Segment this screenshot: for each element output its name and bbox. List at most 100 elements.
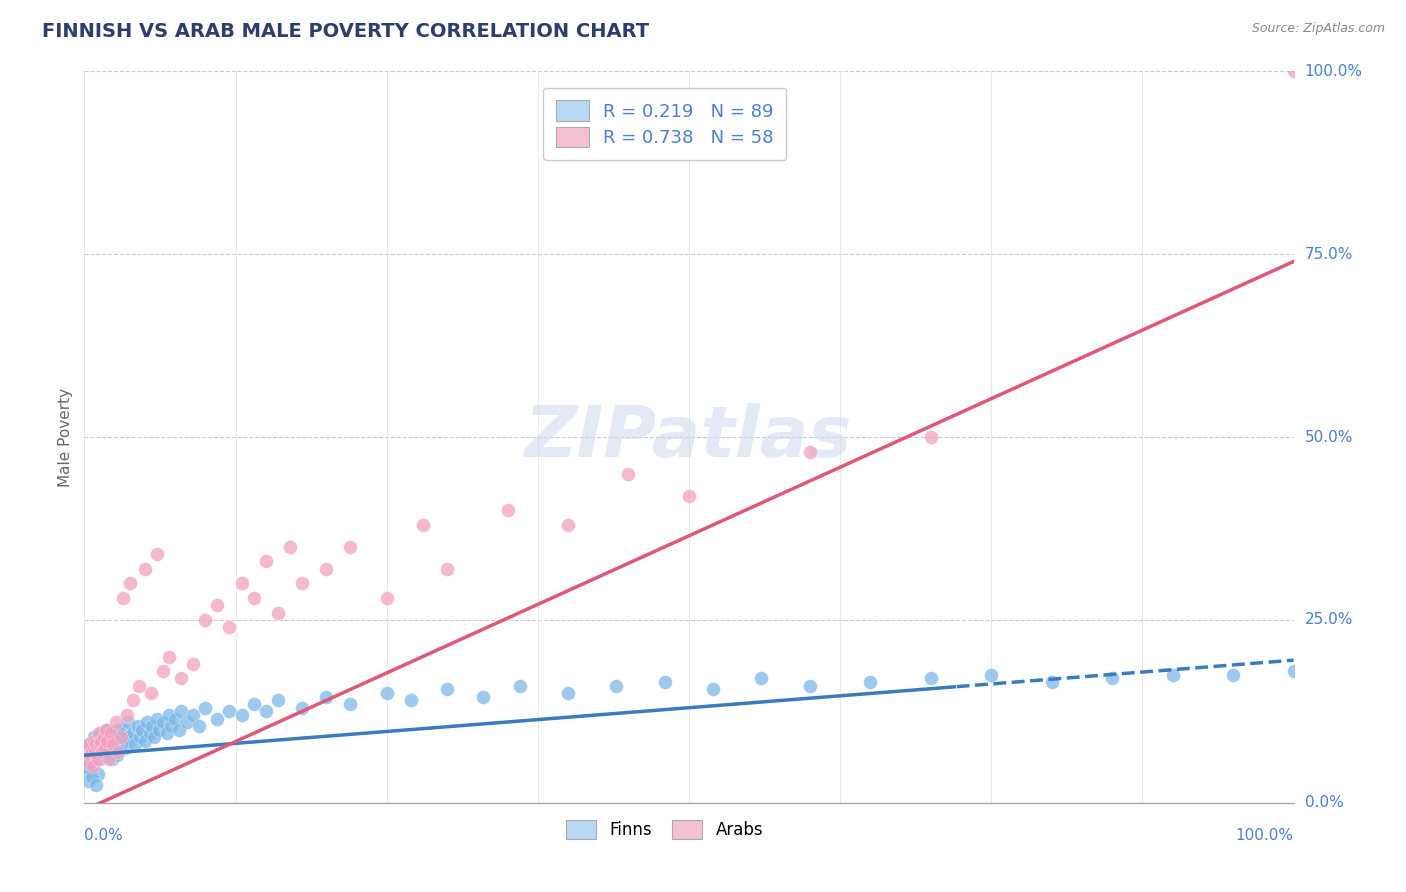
Point bbox=[110, 730, 132, 744]
Point bbox=[110, 737, 132, 751]
Point bbox=[920, 430, 942, 444]
Point bbox=[82, 752, 104, 766]
Point bbox=[77, 737, 100, 751]
Point bbox=[436, 562, 458, 576]
Point bbox=[80, 745, 103, 759]
Point bbox=[472, 690, 495, 704]
Point bbox=[86, 737, 108, 751]
Point bbox=[115, 708, 138, 723]
Point bbox=[94, 740, 117, 755]
Point bbox=[799, 444, 821, 458]
Point bbox=[104, 715, 127, 730]
Point bbox=[128, 679, 150, 693]
Point bbox=[678, 489, 700, 503]
Point bbox=[557, 686, 579, 700]
Point bbox=[146, 547, 169, 561]
Point bbox=[79, 756, 101, 770]
Point bbox=[76, 748, 98, 763]
Point bbox=[980, 667, 1002, 681]
Point bbox=[77, 773, 100, 788]
Point bbox=[157, 708, 180, 723]
Point bbox=[100, 737, 122, 751]
Point bbox=[84, 740, 107, 755]
Point bbox=[920, 672, 942, 686]
Point bbox=[96, 733, 118, 747]
Point bbox=[138, 726, 160, 740]
Text: FINNISH VS ARAB MALE POVERTY CORRELATION CHART: FINNISH VS ARAB MALE POVERTY CORRELATION… bbox=[42, 22, 650, 41]
Point bbox=[86, 752, 108, 766]
Text: 100.0%: 100.0% bbox=[1236, 828, 1294, 843]
Point bbox=[155, 726, 177, 740]
Point bbox=[134, 733, 156, 747]
Point bbox=[141, 719, 163, 733]
Point bbox=[124, 737, 146, 751]
Point bbox=[105, 748, 128, 763]
Point bbox=[112, 723, 135, 737]
Point bbox=[117, 715, 139, 730]
Point bbox=[87, 745, 110, 759]
Point bbox=[84, 745, 107, 759]
Point bbox=[103, 726, 125, 740]
Point bbox=[291, 700, 314, 714]
Point bbox=[146, 712, 169, 726]
Point bbox=[90, 733, 112, 747]
Point bbox=[160, 719, 183, 733]
Point bbox=[79, 748, 101, 763]
Point bbox=[165, 712, 187, 726]
Point bbox=[436, 682, 458, 697]
Point bbox=[399, 693, 422, 707]
Point bbox=[152, 664, 174, 678]
Point bbox=[799, 679, 821, 693]
Point bbox=[509, 679, 531, 693]
Point bbox=[170, 705, 193, 719]
Point bbox=[375, 591, 398, 605]
Point bbox=[412, 517, 434, 532]
Point bbox=[1282, 64, 1305, 78]
Point bbox=[94, 740, 117, 755]
Point bbox=[1161, 667, 1184, 681]
Text: 25.0%: 25.0% bbox=[1305, 613, 1353, 627]
Point bbox=[1040, 675, 1063, 690]
Text: 75.0%: 75.0% bbox=[1305, 247, 1353, 261]
Point bbox=[76, 740, 98, 755]
Point bbox=[654, 675, 676, 690]
Point bbox=[315, 562, 337, 576]
Text: 100.0%: 100.0% bbox=[1305, 64, 1362, 78]
Point bbox=[89, 737, 111, 751]
Point bbox=[170, 672, 193, 686]
Point bbox=[77, 737, 100, 751]
Point bbox=[218, 705, 240, 719]
Point bbox=[121, 726, 143, 740]
Point bbox=[207, 599, 229, 613]
Point bbox=[339, 697, 361, 711]
Point bbox=[75, 752, 97, 766]
Point bbox=[143, 730, 166, 744]
Point bbox=[100, 726, 122, 740]
Point bbox=[267, 606, 290, 620]
Point bbox=[97, 752, 120, 766]
Text: 50.0%: 50.0% bbox=[1305, 430, 1353, 444]
Point bbox=[375, 686, 398, 700]
Point bbox=[181, 708, 204, 723]
Point bbox=[104, 740, 127, 755]
Point bbox=[134, 562, 156, 576]
Point bbox=[702, 682, 724, 697]
Point bbox=[152, 715, 174, 730]
Point bbox=[87, 726, 110, 740]
Point bbox=[231, 576, 253, 591]
Point bbox=[101, 752, 124, 766]
Point bbox=[94, 723, 117, 737]
Point bbox=[254, 705, 277, 719]
Point bbox=[242, 591, 264, 605]
Point bbox=[188, 719, 211, 733]
Point bbox=[108, 730, 131, 744]
Point bbox=[148, 723, 170, 737]
Point bbox=[194, 613, 217, 627]
Point bbox=[167, 723, 190, 737]
Point bbox=[207, 712, 229, 726]
Point bbox=[157, 649, 180, 664]
Point bbox=[218, 620, 240, 634]
Text: 0.0%: 0.0% bbox=[84, 828, 124, 843]
Point bbox=[120, 576, 142, 591]
Point bbox=[83, 730, 105, 744]
